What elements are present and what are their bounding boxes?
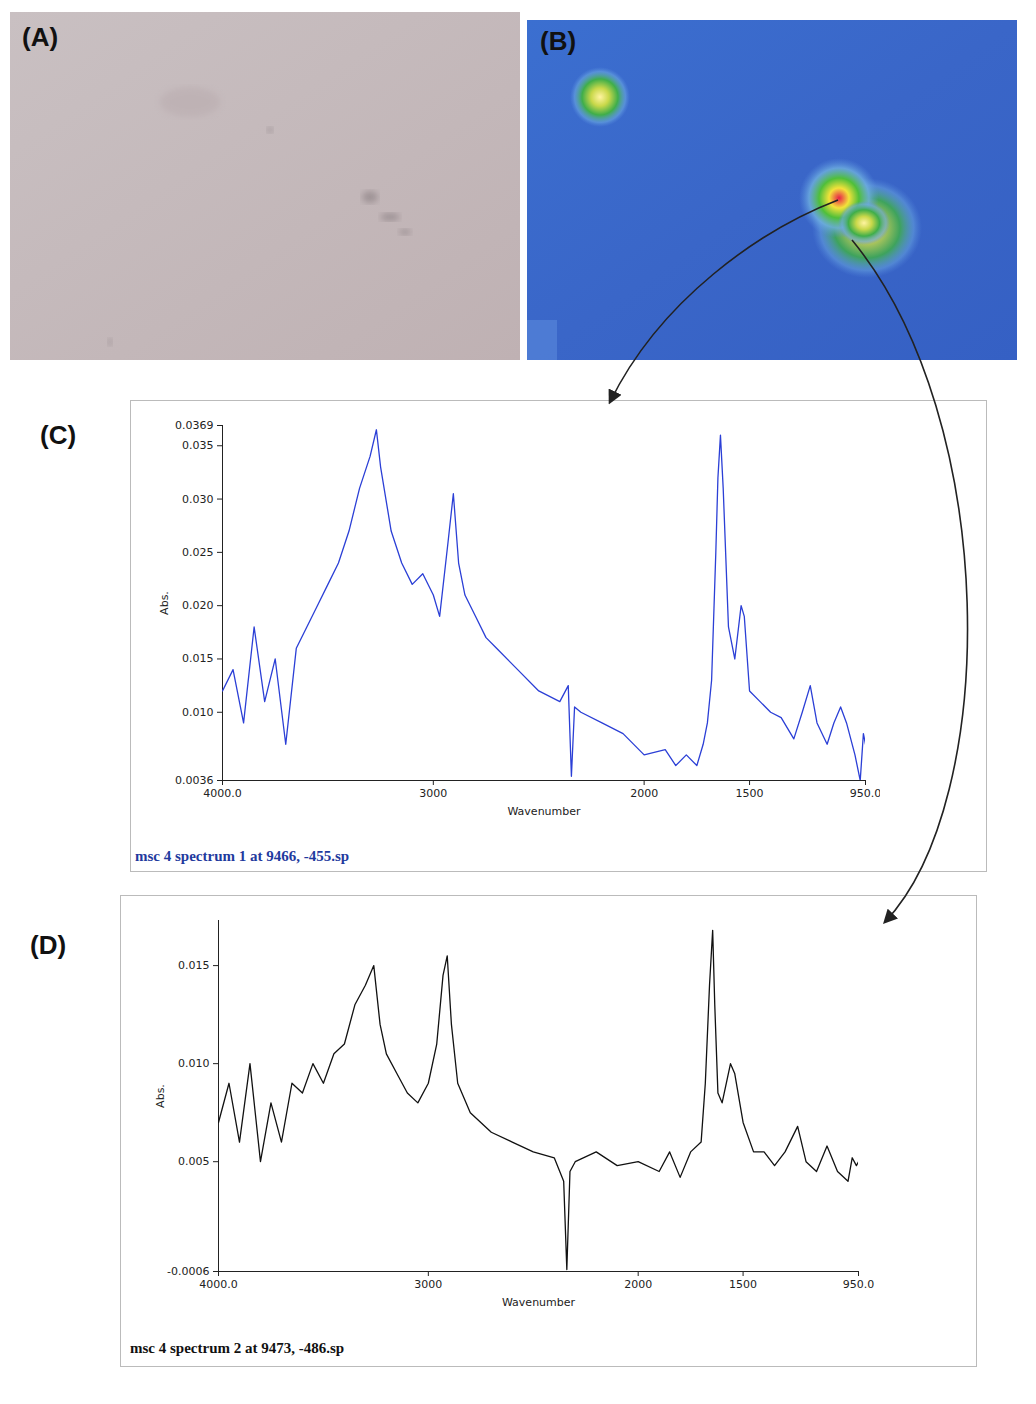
svg-text:Wavenumber: Wavenumber bbox=[502, 1296, 576, 1309]
svg-text:0.010: 0.010 bbox=[178, 1057, 210, 1070]
svg-text:0.015: 0.015 bbox=[178, 959, 210, 972]
svg-text:0.030: 0.030 bbox=[182, 493, 214, 506]
svg-text:3000: 3000 bbox=[419, 787, 447, 800]
html-text:(C): (C) bbox=[40, 420, 77, 450]
svg-text:Wavenumber: Wavenumber bbox=[507, 805, 581, 818]
svg-text:0.025: 0.025 bbox=[182, 546, 214, 559]
svg-text:Abs.: Abs. bbox=[154, 1084, 167, 1108]
svg-text:4000.0: 4000.0 bbox=[203, 787, 242, 800]
svg-text:0.015: 0.015 bbox=[182, 652, 214, 665]
html-text:(D): (D) bbox=[30, 930, 67, 960]
svg-text:Abs.: Abs. bbox=[158, 591, 171, 615]
svg-text:0.0369: 0.0369 bbox=[175, 419, 214, 432]
svg-text:3000: 3000 bbox=[414, 1278, 442, 1291]
html-text:msc 4 spectrum 2 at 9473, -486: msc 4 spectrum 2 at 9473, -486.sp bbox=[130, 1340, 345, 1356]
html-text:msc 4 spectrum 1 at 9466, -455: msc 4 spectrum 1 at 9466, -455.sp bbox=[135, 848, 350, 864]
svg-text:0.005: 0.005 bbox=[178, 1155, 210, 1168]
svg-text:1500: 1500 bbox=[736, 787, 764, 800]
svg-text:950.0: 950.0 bbox=[850, 787, 880, 800]
svg-text:4000.0: 4000.0 bbox=[199, 1278, 238, 1291]
svg-text:0.035: 0.035 bbox=[182, 439, 214, 452]
svg-text:-0.0006: -0.0006 bbox=[167, 1265, 209, 1278]
svg-text:2000: 2000 bbox=[624, 1278, 652, 1291]
svg-text:0.0036: 0.0036 bbox=[175, 774, 214, 787]
svg-text:1500: 1500 bbox=[729, 1278, 757, 1291]
svg-text:0.020: 0.020 bbox=[182, 599, 214, 612]
svg-text:950.0: 950.0 bbox=[843, 1278, 875, 1291]
svg-text:2000: 2000 bbox=[630, 787, 658, 800]
svg-text:0.010: 0.010 bbox=[182, 706, 214, 719]
html-text:(A): (A) bbox=[22, 22, 59, 52]
html-text:(B): (B) bbox=[540, 26, 577, 56]
